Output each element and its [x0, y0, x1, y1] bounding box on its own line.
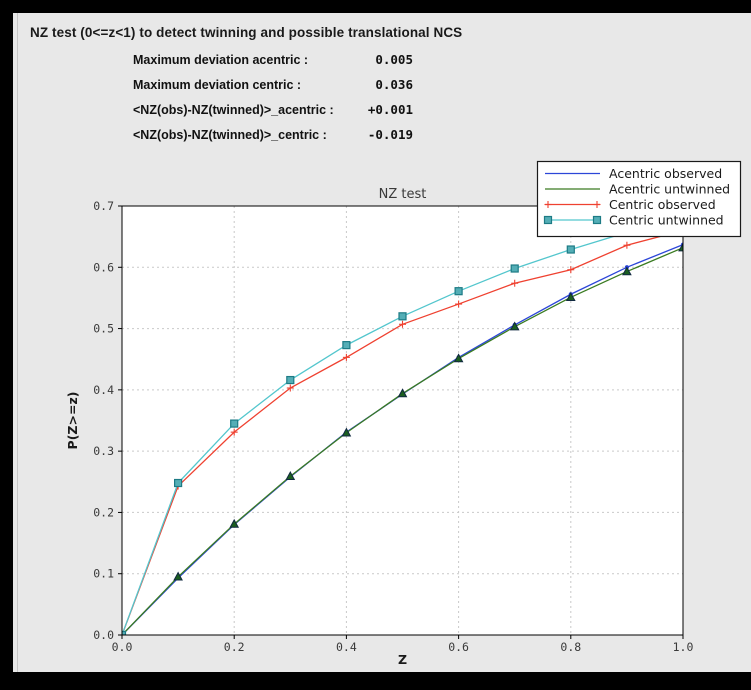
y-axis-label: P(Z>=z): [65, 392, 80, 450]
square-marker-icon: [342, 341, 351, 350]
triangle-marker-icon: [173, 571, 183, 581]
y-tick-label: 0.5: [93, 322, 114, 336]
square-marker-icon: [174, 478, 183, 488]
x-tick-label: 0.4: [336, 640, 357, 654]
triangle-marker-icon: [565, 292, 576, 302]
page-title: NZ test (0<=z<1) to detect twinning and …: [30, 25, 463, 40]
square-marker-icon: [510, 264, 519, 273]
triangle-marker-icon: [341, 427, 352, 437]
legend-entry-label: Acentric untwinned: [609, 182, 730, 197]
axes-frame: [121, 205, 684, 636]
x-tick-label: 0.6: [448, 640, 469, 654]
series-layer: [121, 212, 684, 636]
plot-area: [122, 206, 683, 635]
y-tick-label: 0.4: [93, 383, 114, 397]
square-marker-icon: [230, 419, 239, 428]
y-tick-label: 0.1: [93, 567, 114, 581]
legend-entry-label: Centric observed: [609, 197, 716, 212]
chart-title: NZ test: [379, 187, 427, 202]
x-axis-label: Z: [398, 652, 407, 667]
triangle-marker-icon: [285, 471, 296, 480]
stat-label: Maximum deviation centric :: [133, 78, 302, 92]
stat-value: 0.036: [375, 77, 413, 92]
stat-label: Maximum deviation acentric :: [133, 53, 309, 67]
legend-entry-label: Centric untwinned: [609, 213, 724, 228]
nz-test-chart: 0.0 0.2 0.4 0.6 0.8 1.0 0.0 0.1 0.2 0.3 0.4 0.5 0.6 0…: [65, 160, 742, 667]
y-tick-label: 0.3: [93, 444, 114, 458]
x-tick-label: 0.2: [224, 640, 245, 654]
triangle-marker-icon: [622, 266, 632, 276]
triangle-marker-icon: [453, 353, 464, 363]
legend-entry-label: Acentric observed: [609, 166, 722, 181]
square-marker-icon: [454, 287, 463, 296]
x-tick-label: 1.0: [673, 640, 694, 654]
y-tick-label: 0.6: [93, 260, 114, 274]
y-tick-label: 0.2: [93, 505, 114, 519]
square-marker-icon: [543, 215, 553, 225]
triangle-marker-icon: [509, 321, 520, 331]
x-tick-label: 0.0: [112, 640, 133, 654]
triangle-marker-icon: [397, 388, 408, 398]
x-tick-label: 0.8: [560, 640, 581, 654]
stat-value: -0.019: [367, 127, 413, 142]
square-marker-icon: [398, 312, 407, 321]
triangle-marker-icon: [229, 518, 240, 528]
stat-value: 0.005: [375, 52, 413, 67]
panel-left-edge: [17, 13, 18, 672]
stat-label: <NZ(obs)-NZ(twinned)>_acentric :: [133, 103, 334, 117]
y-tick-label: 0.7: [93, 199, 114, 213]
stat-value: +0.001: [367, 102, 413, 117]
square-marker-icon: [286, 375, 295, 385]
y-tick-label: 0.0: [93, 628, 114, 642]
stat-label: <NZ(obs)-NZ(twinned)>_centric :: [133, 128, 327, 142]
square-marker-icon: [566, 245, 575, 254]
report-panel: NZ test (0<=z<1) to detect twinning and …: [13, 13, 751, 672]
square-marker-icon: [592, 215, 602, 225]
